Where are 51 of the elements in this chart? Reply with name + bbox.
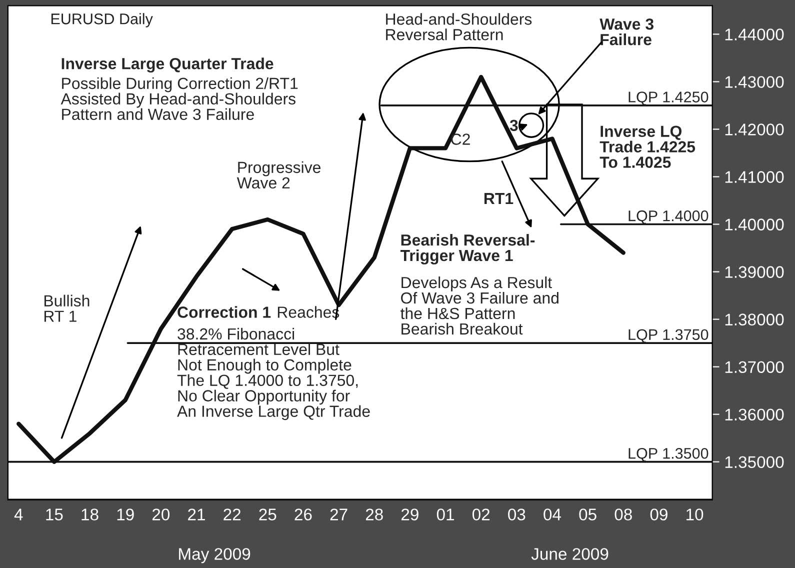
y-tick-label: 1.36000 xyxy=(725,408,784,421)
annotation: 38.2% Fibonacci Retracement Level But Not Enough to Complete The LQ 1.4000 to 1.3750, No Clear Opportunity for An Inverse Large Qtr Trade xyxy=(177,328,370,420)
annotation: 3 xyxy=(510,120,518,132)
ref-line-label: LQP 1.3750 xyxy=(628,329,708,343)
annotation: Possible During Correction 2/RT1 Assisted By Head-and-Shoulders Pattern and Wave 3 Failure xyxy=(60,77,298,120)
annotation: Correction 1 xyxy=(178,306,271,318)
x-tick-label: 10 xyxy=(686,508,704,520)
x-tick-label: 20 xyxy=(152,508,170,520)
x-tick-label: 01 xyxy=(436,508,454,520)
x-tick-label: 02 xyxy=(472,508,490,520)
y-tick-label: 1.35000 xyxy=(725,456,784,468)
annotation: C2 xyxy=(451,134,470,145)
annotation: Develops As a Result Of Wave 3 Failure and the H&S Pattern Bearish Breakout xyxy=(400,276,558,335)
x-tick-label: 05 xyxy=(579,508,596,520)
ref-line-label: LQP 1.4000 xyxy=(628,210,708,224)
x-tick-label: 09 xyxy=(650,508,668,520)
text: June 2009 xyxy=(531,548,608,560)
annotation: Inverse LQ Trade 1.4225 To 1.4025 xyxy=(600,126,696,168)
x-tick-label: 03 xyxy=(508,508,526,520)
annotation: RT1 xyxy=(484,193,514,204)
annotation: Head-and-Shoulders Reversal Pattern xyxy=(386,13,532,40)
x-tick-label: 08 xyxy=(614,508,632,520)
x-tick-label: 28 xyxy=(366,508,383,520)
y-tick-label: 1.39000 xyxy=(725,266,784,278)
x-tick-label: 19 xyxy=(117,508,134,520)
x-tick-label: 15 xyxy=(46,508,63,520)
x-tick-label: 26 xyxy=(294,508,312,520)
y-tick-label: 1.44000 xyxy=(725,28,784,40)
y-tick-label: 1.37000 xyxy=(725,361,784,373)
annotation: Progressive Wave 2 xyxy=(236,161,320,189)
annotation: Inverse Large Quarter Trade xyxy=(62,58,274,73)
y-tick-label: 1.43000 xyxy=(725,76,784,88)
x-tick-label: 4 xyxy=(14,508,23,520)
ref-line-label: LQP 1.4250 xyxy=(628,92,708,106)
annotation: Wave 3 Failure xyxy=(600,18,654,46)
x-tick-label: 27 xyxy=(330,508,348,520)
annotation: Bullish RT 1 xyxy=(44,294,90,322)
x-tick-label: 21 xyxy=(188,508,205,520)
y-tick-label: 1.42000 xyxy=(725,124,784,136)
y-tick-label: 1.40000 xyxy=(725,218,784,230)
x-tick-label: 25 xyxy=(259,508,276,520)
x-tick-label: 18 xyxy=(82,508,98,520)
y-tick-label: 1.38000 xyxy=(725,314,784,326)
x-tick-label: 04 xyxy=(544,508,562,520)
x-tick-label: 29 xyxy=(402,508,418,520)
x-tick-label: 22 xyxy=(224,508,240,520)
chart-title: EURUSD Daily xyxy=(51,13,153,28)
annotation: Bearish Reversal- Trigger Wave 1 xyxy=(400,234,535,264)
ref-line-label: LQP 1.3500 xyxy=(628,448,708,462)
y-tick-label: 1.41000 xyxy=(725,171,784,183)
text: May 2009 xyxy=(179,548,250,564)
